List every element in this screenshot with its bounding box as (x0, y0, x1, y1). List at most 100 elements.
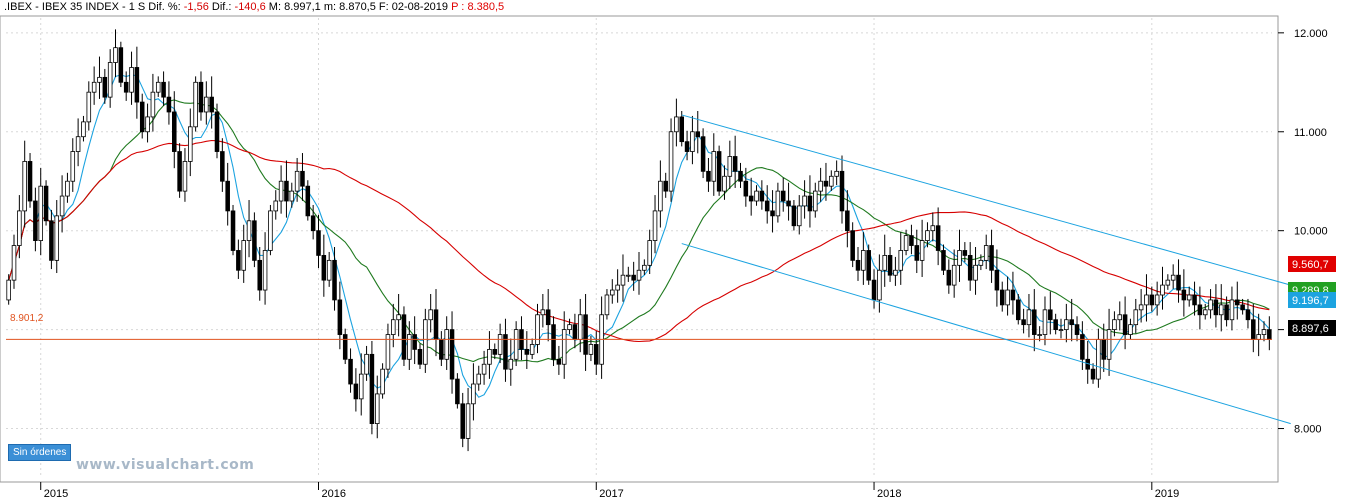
candle-body (155, 81, 161, 93)
candle-body (1138, 304, 1144, 311)
candle-body (342, 334, 348, 360)
candle-body (732, 156, 738, 172)
candle-body (220, 151, 225, 182)
x-tick-label: 2018 (877, 488, 901, 500)
candle-body (513, 329, 519, 360)
candle-body (252, 220, 257, 261)
candle-body (636, 269, 642, 281)
candle-body (994, 269, 1000, 291)
candle-body (113, 47, 118, 63)
candle-body (674, 116, 679, 133)
candle-body (209, 96, 214, 113)
candle-body (91, 81, 97, 93)
candle-body (1213, 299, 1219, 316)
candle-body (177, 151, 182, 192)
candle-body (738, 170, 743, 182)
candle-body (1192, 294, 1197, 306)
candle-body (780, 190, 786, 202)
candle-body (236, 250, 241, 271)
candle-body (941, 250, 946, 271)
candle-body (668, 131, 674, 192)
candle-body (1160, 284, 1165, 296)
level-label: 8.901,2 (10, 313, 44, 324)
candle-body (1149, 294, 1155, 306)
candle-body (754, 190, 759, 202)
candle-body (412, 334, 417, 350)
candle-body (321, 255, 327, 281)
chart-header: .IBEX - IBEX 35 INDEX - 1 S Dif. %: -1,5… (4, 1, 504, 13)
candle-body (385, 334, 391, 370)
candle-body (930, 225, 936, 232)
candle-body (476, 373, 482, 385)
candle-body (332, 259, 337, 301)
candle-body (1240, 304, 1245, 311)
candle-body (1005, 289, 1010, 306)
candle-body (300, 170, 305, 187)
candle-body (6, 279, 11, 301)
candle-body (433, 309, 439, 340)
date-value: 02-08-2019 (391, 1, 449, 13)
candle-body (198, 81, 204, 113)
candle-body (1053, 319, 1058, 331)
candle-body (1090, 368, 1096, 380)
price-tag-bg (1288, 292, 1336, 308)
price-tags: 9.560,79.289,89.196,78.897,6 (1288, 256, 1336, 336)
candle-body (845, 210, 850, 232)
candle-body (1154, 294, 1160, 306)
candle-body (524, 348, 530, 355)
candle-body (134, 67, 140, 103)
candle-body (358, 373, 364, 400)
candle-body (1010, 289, 1016, 301)
candle-body (1032, 309, 1037, 335)
candle-body (834, 170, 839, 177)
candle-body (802, 195, 807, 207)
candle-body (123, 81, 129, 93)
x-tick-label: 2019 (1155, 488, 1179, 500)
candle-body (214, 111, 220, 152)
candle-body (658, 180, 663, 212)
candle-body (481, 363, 487, 375)
channel-upper-line (681, 114, 1291, 286)
candle-body (727, 156, 733, 177)
plot-area[interactable] (0, 15, 1279, 483)
orders-button[interactable]: Sin órdenes (8, 444, 72, 461)
candle-body (882, 255, 887, 271)
candle-body (22, 161, 27, 212)
candle-body (893, 269, 898, 276)
candle-body (951, 264, 957, 286)
candle-body (1026, 309, 1032, 326)
candle-body (796, 205, 802, 227)
candle-body (722, 175, 727, 192)
candle-body (1015, 299, 1021, 321)
candle-body (150, 91, 156, 118)
candle-body (33, 200, 38, 241)
price-tag-label: 9.560,7 (1292, 259, 1329, 271)
candle-body (86, 91, 92, 123)
candle-body (1229, 299, 1235, 321)
candle-body (572, 324, 578, 340)
candle-body (540, 309, 546, 316)
candle-body (946, 269, 952, 286)
candle-body (695, 131, 701, 138)
candle-body (444, 329, 449, 360)
candle-body (743, 180, 749, 197)
price-label: P : (451, 1, 465, 13)
candle-body (925, 230, 930, 241)
candle-body (70, 151, 76, 182)
price-tag-label: 8.897,6 (1292, 323, 1329, 335)
x-tick-label: 2016 (321, 488, 345, 500)
candle-body (1144, 294, 1149, 306)
candle-body (663, 180, 668, 192)
candle-body (866, 250, 871, 281)
candle-body (97, 76, 102, 83)
candle-body (999, 289, 1005, 306)
candle-body (850, 230, 855, 261)
candle-body (316, 230, 321, 256)
candle-body (439, 339, 444, 360)
candle-body (262, 250, 268, 291)
candle-body (417, 348, 423, 365)
candle-body (396, 314, 401, 321)
candle-body (786, 200, 791, 207)
